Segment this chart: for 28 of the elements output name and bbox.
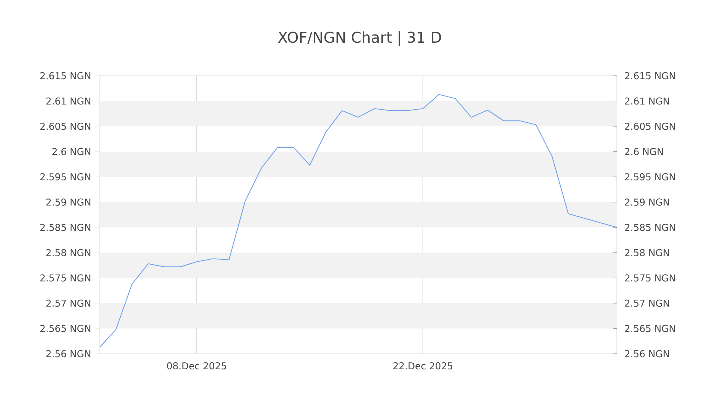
y-tick-label: 2.6 NGN (52, 148, 91, 156)
y-tick-label: 2.595 NGN (40, 174, 91, 181)
y-tick-label: 2.57 NGN (46, 300, 91, 308)
y2-tick-label: 2.59 NGN (625, 198, 670, 206)
y-tick-label: 2.615 NGN (40, 72, 91, 80)
x-tick-label: 22.Dec 2025 (394, 362, 453, 370)
line-series (100, 94, 618, 348)
y-tick-label: 2.59 NGN (46, 198, 91, 206)
y2-tick-label: 2.6 NGN (625, 148, 664, 156)
y-tick-label: 2.56 NGN (46, 350, 91, 358)
y2-tick-label: 2.585 NGN (625, 224, 676, 232)
y2-tick-label: 2.56 NGN (625, 350, 670, 358)
x-tick-label: 08.Dec 2025 (167, 362, 226, 370)
y2-tick-label: 2.605 NGN (625, 122, 676, 130)
y-tick-label: 2.605 NGN (40, 122, 91, 130)
y-tick-label: 2.565 NGN (40, 325, 91, 332)
y2-tick-label: 2.58 NGN (625, 249, 670, 256)
chart-title: XOF/NGN Chart | 31 D (278, 32, 442, 46)
y-tick-label: 2.61 NGN (46, 98, 91, 105)
y-tick-label: 2.58 NGN (46, 249, 91, 256)
y2-tick-label: 2.57 NGN (625, 300, 670, 308)
y2-tick-label: 2.61 NGN (625, 98, 670, 105)
y-tick-label: 2.585 NGN (40, 224, 91, 232)
y2-tick-label: 2.565 NGN (625, 325, 676, 332)
y2-tick-label: 2.595 NGN (625, 174, 676, 181)
y-tick-label: 2.575 NGN (40, 274, 91, 282)
y2-tick-label: 2.615 NGN (625, 72, 676, 80)
y2-tick-label: 2.575 NGN (625, 274, 676, 282)
